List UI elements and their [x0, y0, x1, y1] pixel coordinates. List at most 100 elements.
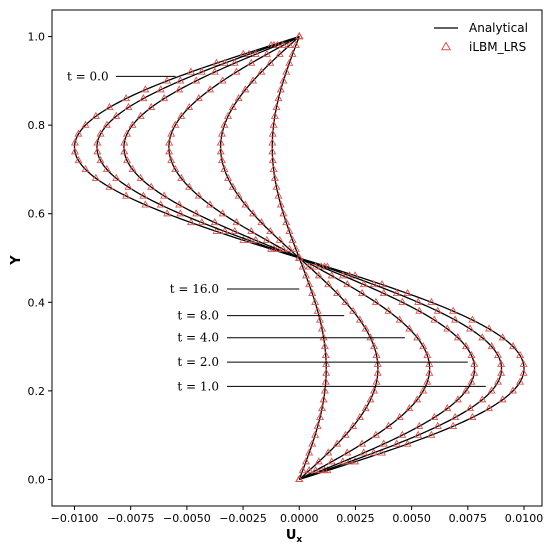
- ilbm-marker: [220, 120, 229, 128]
- ilbm-marker: [81, 164, 90, 173]
- ilbm-marker: [167, 156, 176, 164]
- ilbm-marker: [282, 67, 291, 75]
- series-group: [268, 32, 331, 483]
- ilbm-marker: [276, 85, 285, 93]
- ilbm-marker: [415, 421, 424, 429]
- ilbm-marker: [270, 173, 279, 181]
- ilbm-marker: [141, 85, 150, 93]
- ilbm-marker: [156, 200, 165, 208]
- ilbm-marker: [247, 58, 256, 66]
- ilbm-marker: [359, 448, 368, 456]
- ilbm-marker: [430, 412, 439, 421]
- ilbm-marker: [270, 111, 279, 119]
- annotation-label: t = 0.0: [67, 69, 109, 83]
- ilbm-marker: [272, 182, 281, 190]
- ilbm-marker: [377, 448, 387, 456]
- ilbm-marker: [241, 200, 250, 208]
- ilbm-marker: [232, 67, 241, 75]
- ilbm-marker: [175, 85, 184, 93]
- ilbm-marker: [163, 209, 172, 217]
- ilbm-marker: [192, 209, 201, 217]
- ilbm-marker: [314, 271, 323, 279]
- ilbm-marker: [301, 271, 310, 279]
- ilbm-marker: [279, 209, 288, 217]
- ilbm-marker: [358, 288, 367, 297]
- ilbm-marker: [262, 49, 271, 57]
- x-tick-label: −0.0025: [219, 512, 267, 525]
- x-tick-label: −0.0100: [51, 512, 99, 525]
- ilbm-marker: [345, 457, 354, 465]
- x-tick-label: −0.0050: [163, 512, 211, 525]
- ilbm-marker: [341, 430, 350, 438]
- ilbm-marker: [248, 76, 258, 84]
- ilbm-marker: [361, 324, 370, 332]
- x-tick-label: 0.0000: [280, 512, 319, 525]
- axes-frame: [51, 9, 543, 507]
- ilbm-marker: [430, 315, 439, 323]
- ilbm-marker: [74, 156, 83, 164]
- ilbm-marker: [194, 191, 203, 199]
- ilbm-marker: [317, 466, 326, 474]
- ilbm-marker: [498, 395, 507, 403]
- ilbm-marker: [338, 271, 347, 279]
- ilbm-marker: [274, 94, 283, 102]
- ilbm-marker: [257, 218, 266, 226]
- ilbm-marker: [414, 297, 423, 305]
- ilbm-marker: [171, 120, 180, 128]
- y-tick-label: 0.6: [28, 208, 46, 221]
- ilbm-marker: [224, 111, 233, 119]
- x-tick-label: 0.0025: [336, 512, 375, 525]
- annotation-label: t = 16.0: [170, 282, 219, 296]
- ilbm-marker: [70, 138, 79, 146]
- ilbm-marker: [171, 164, 180, 173]
- ilbm-marker: [427, 430, 436, 438]
- ilbm-marker: [451, 315, 460, 323]
- ilbm-marker: [305, 448, 314, 456]
- ilbm-marker: [377, 280, 387, 288]
- ilbm-marker: [136, 173, 145, 181]
- ilbm-marker: [175, 200, 184, 208]
- ilbm-marker: [295, 32, 304, 40]
- x-axis-title: Ux: [286, 528, 303, 545]
- ilbm-marker: [398, 430, 407, 438]
- ilbm-marker: [230, 58, 239, 66]
- ilbm-marker: [251, 235, 260, 243]
- y-tick-label: 1.0: [28, 31, 46, 44]
- x-tick-label: 0.0100: [505, 512, 544, 525]
- ilbm-marker: [251, 49, 260, 57]
- ilbm-marker: [403, 288, 412, 297]
- ilbm-marker: [322, 359, 331, 367]
- ilbm-marker: [241, 85, 250, 93]
- ilbm-marker: [498, 333, 507, 341]
- ilbm-marker: [321, 377, 330, 385]
- ilbm-marker: [273, 244, 282, 252]
- ilbm-marker: [467, 377, 476, 385]
- x-tick-label: 0.0050: [392, 512, 431, 525]
- ilbm-marker: [449, 421, 458, 429]
- ilbm-marker: [268, 138, 277, 146]
- ilbm-marker: [91, 111, 100, 119]
- ilbm-marker: [487, 386, 496, 394]
- ilbm-marker: [449, 306, 458, 314]
- ilbm-marker: [147, 182, 156, 190]
- plot-area: [70, 32, 528, 483]
- x-tick-label: −0.0075: [107, 512, 155, 525]
- ilbm-marker: [232, 218, 241, 226]
- ilbm-marker: [316, 315, 325, 323]
- ilbm-marker: [403, 439, 412, 447]
- ilbm-marker: [358, 439, 367, 447]
- ilbm-marker: [141, 200, 150, 208]
- ilbm-marker: [279, 76, 288, 84]
- ilbm-marker: [197, 67, 206, 75]
- ilbm-marker: [425, 368, 434, 376]
- ilbm-marker: [453, 333, 462, 341]
- ilbm-marker: [139, 94, 148, 102]
- ilbm-marker: [343, 448, 352, 456]
- ilbm-marker: [311, 466, 320, 474]
- ilbm-marker: [478, 333, 487, 341]
- ilbm-marker: [466, 324, 475, 332]
- ilbm-marker: [165, 147, 174, 155]
- ilbm-marker: [373, 359, 382, 367]
- ilbm-marker: [220, 226, 229, 235]
